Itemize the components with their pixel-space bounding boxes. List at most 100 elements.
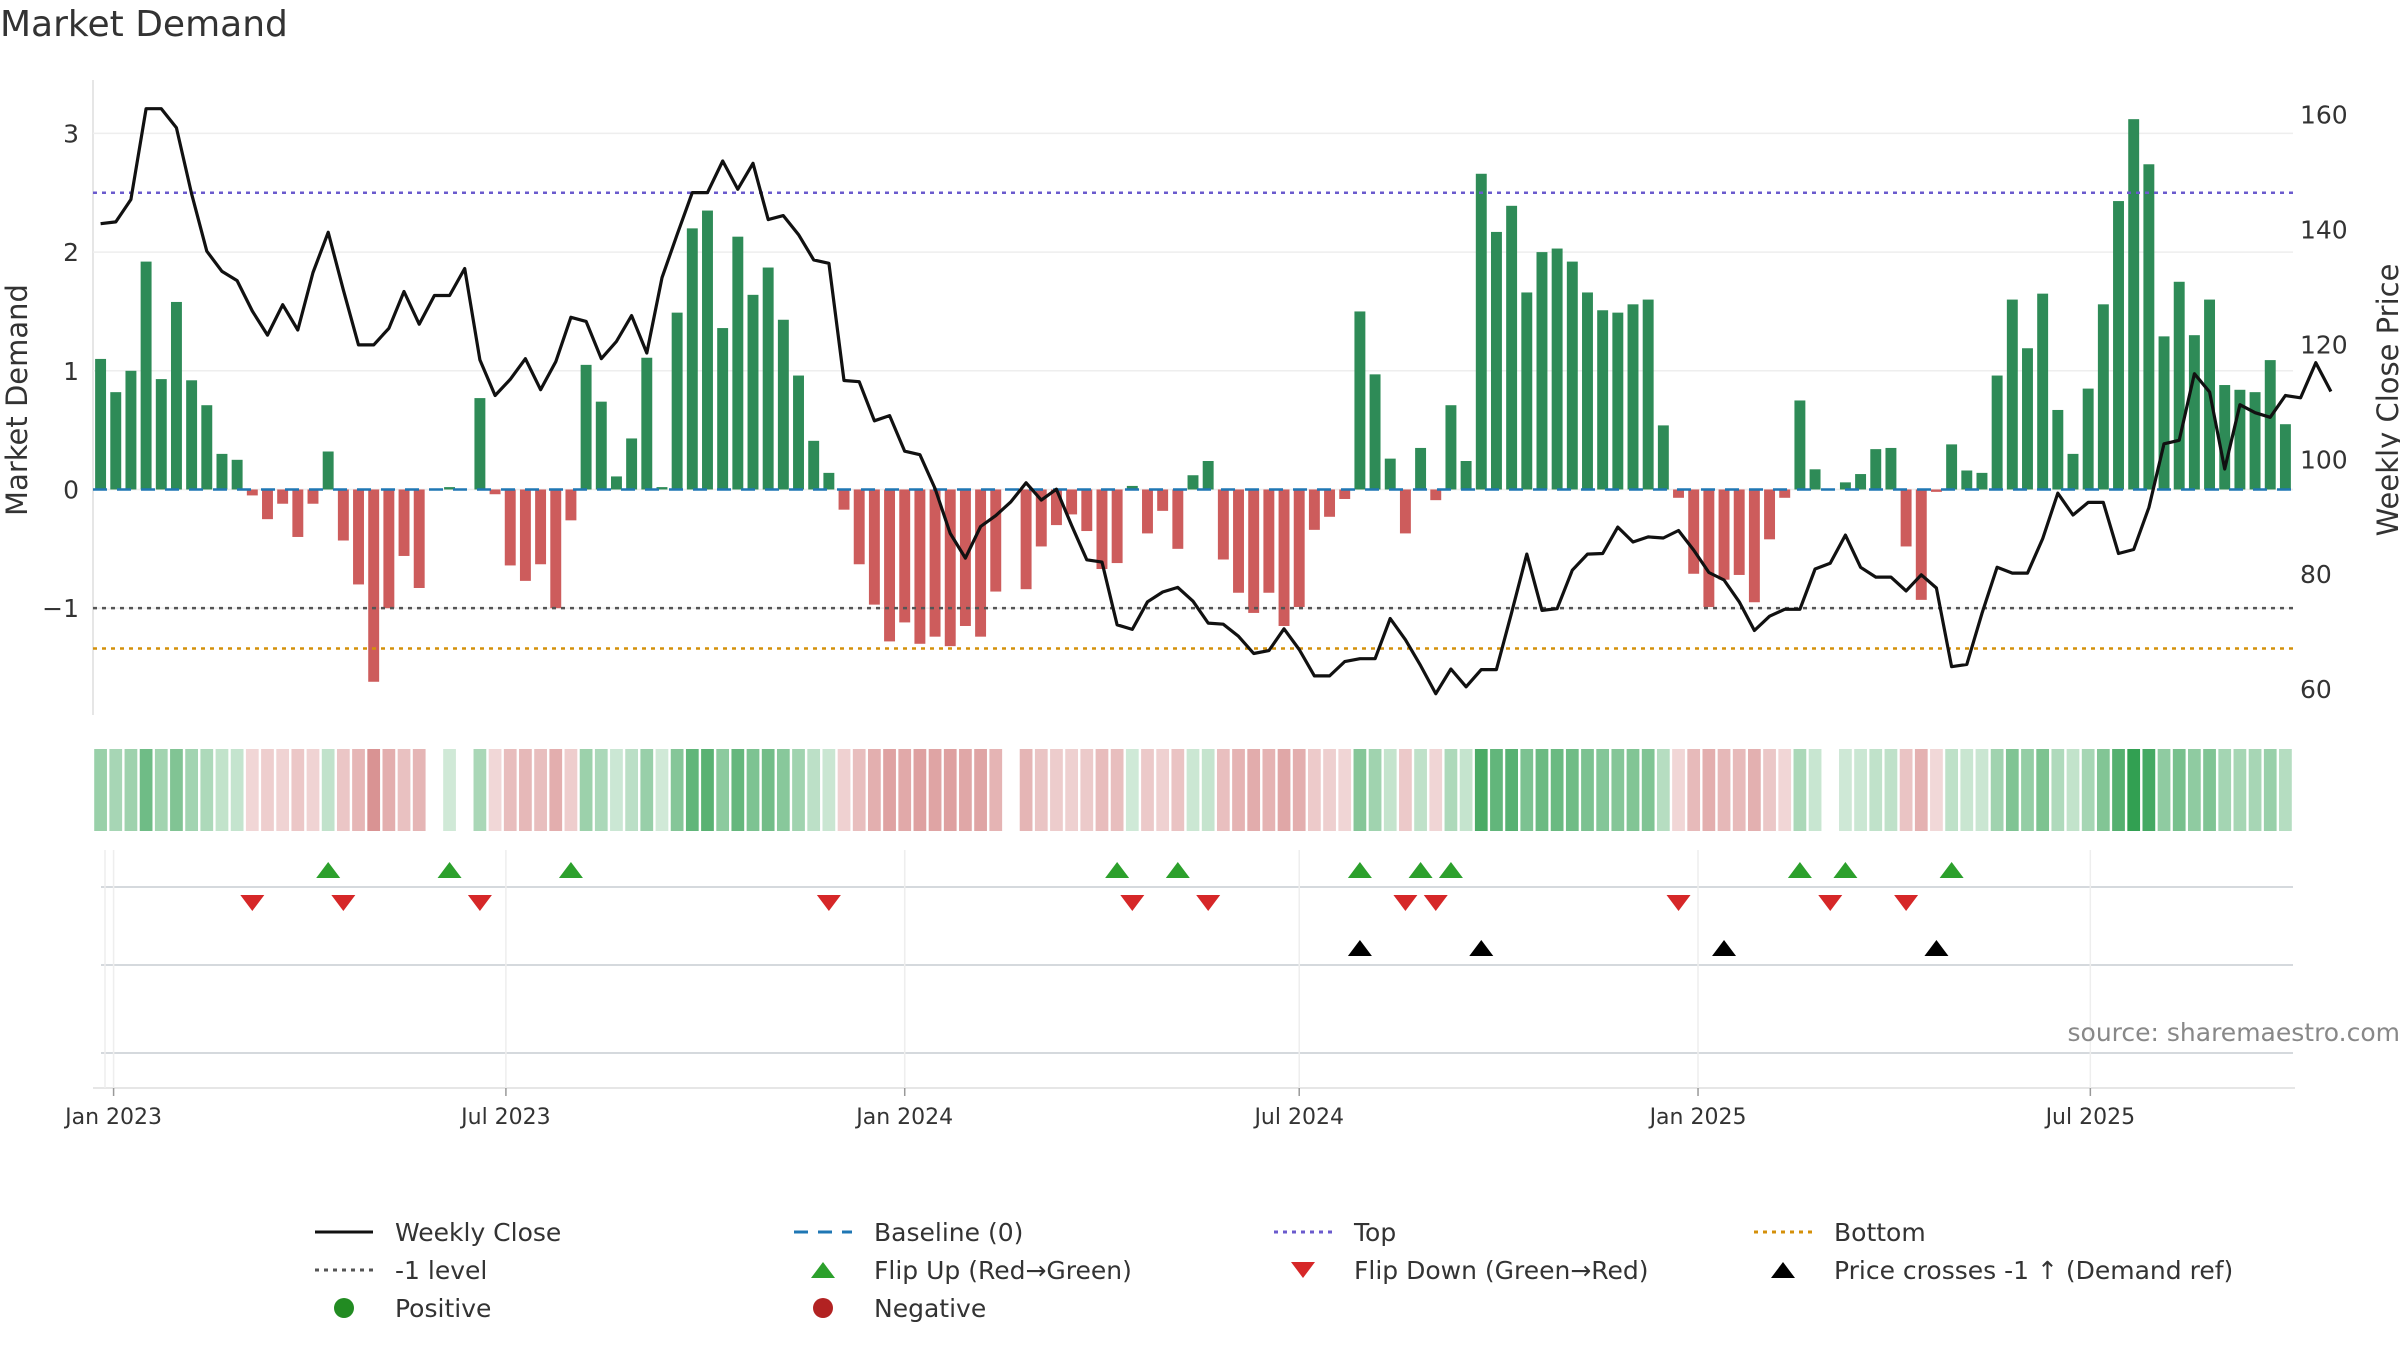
- heat-strip-cell: [1050, 749, 1063, 831]
- heat-strip-cell: [261, 749, 274, 831]
- heat-strip-cell: [109, 749, 123, 831]
- heat-strip-cell: [1672, 749, 1685, 831]
- legend-label: Price crosses -1 ↑ (Demand ref): [1834, 1255, 2234, 1285]
- flip-down-marker: [1666, 895, 1691, 911]
- heat-strip-cell: [215, 749, 229, 831]
- legend-symbol-dot: [334, 1298, 354, 1318]
- chart-legend: Weekly Close Baseline (0) Top Bottom -1 leve…: [0, 1215, 2400, 1325]
- negative-bar: [1233, 489, 1244, 593]
- heat-strip-cell: [503, 749, 517, 831]
- negative-bar: [990, 489, 1002, 592]
- positive-bar: [1642, 299, 1654, 490]
- y2-tick-label: 100: [2300, 445, 2348, 474]
- market-demand-chart: 3 2 1 0 −1 160 140 120 100 80 60 Market Demand Weekl…: [0, 80, 2400, 1130]
- positive-bar: [777, 319, 789, 490]
- heat-strip-cell: [94, 749, 107, 831]
- heat-strip-cell: [1626, 749, 1640, 831]
- heat-strip-cell: [291, 749, 305, 831]
- heat-strip-cell: [1353, 749, 1367, 831]
- heat-strip-cell: [776, 749, 790, 831]
- legend-symbol-dashed-line: [794, 1230, 852, 1234]
- positive-bar: [1551, 248, 1563, 490]
- heat-strip-cell: [2127, 749, 2141, 831]
- negative-bar: [383, 489, 395, 609]
- negative-bar: [1703, 489, 1715, 607]
- heat-strip-cell: [1945, 749, 1958, 831]
- heat-strip-cell: [746, 749, 760, 831]
- heat-strip-cell: [655, 749, 669, 831]
- cross-up-marker: [1924, 940, 1949, 956]
- positive-bar: [1961, 470, 1973, 490]
- heat-strip-cell: [1520, 749, 1534, 831]
- heat-strip-cell: [564, 749, 578, 831]
- positive-bar: [1627, 304, 1639, 490]
- y2-tick-label: 160: [2300, 100, 2348, 129]
- cross-up-marker: [1469, 940, 1494, 956]
- negative-bar: [944, 489, 956, 647]
- negative-bar: [1748, 489, 1760, 603]
- heat-strip-cell: [2021, 749, 2034, 831]
- heat-strip-cell: [2036, 749, 2050, 831]
- negative-bar: [413, 489, 425, 588]
- heat-strip-cell: [1277, 749, 1291, 831]
- positive-bar: [2113, 201, 2124, 490]
- positive-bar: [2082, 388, 2094, 490]
- positive-bar: [2219, 385, 2231, 490]
- positive-bar: [2097, 304, 2109, 490]
- x-tick-label: Jul 2024: [1252, 1105, 1344, 1130]
- negative-bar: [1673, 489, 1684, 498]
- positive-bar: [1946, 444, 1958, 490]
- heat-strip-cell: [336, 749, 350, 831]
- heat-strip-cell: [1732, 749, 1746, 831]
- heat-strip-cell: [1505, 749, 1518, 831]
- negative-bar: [1324, 489, 1336, 517]
- positive-bar: [595, 401, 607, 490]
- positive-bar: [2279, 424, 2291, 490]
- heat-strip-cell: [124, 749, 138, 831]
- heat-strip-cell: [397, 749, 411, 831]
- flip-down-marker: [1393, 895, 1418, 911]
- heat-strip-cell: [352, 749, 365, 831]
- heat-strip-cell: [2142, 749, 2156, 831]
- positive-bar: [1521, 292, 1533, 490]
- heat-strip-cell: [1080, 749, 1094, 831]
- heat-strip-cell: [1019, 749, 1033, 831]
- negative-bar: [535, 489, 547, 565]
- negative-bar: [1157, 489, 1169, 511]
- heat-strip-cell: [534, 749, 547, 831]
- x-tick-label: Jul 2025: [2044, 1105, 2136, 1130]
- heat-strip-cell: [549, 749, 563, 831]
- heat-strip-cell: [1839, 749, 1852, 831]
- chart-title: Market Demand: [0, 4, 288, 45]
- heat-strip-cell: [1899, 749, 1913, 831]
- positive-bar: [1126, 485, 1138, 490]
- positive-bar: [1202, 461, 1214, 490]
- positive-bar: [231, 459, 243, 490]
- positive-bar: [1506, 205, 1518, 490]
- legend-item-top: Top: [1272, 1215, 1396, 1249]
- positive-bar: [2188, 335, 2200, 490]
- positive-bar: [702, 210, 713, 490]
- positive-bar: [823, 472, 835, 490]
- positive-bar: [762, 267, 774, 490]
- heat-strip-cell: [1216, 749, 1230, 831]
- heat-strip-cell: [959, 749, 972, 831]
- heat-strip-cell: [2218, 749, 2232, 831]
- heat-strip-cell: [852, 749, 866, 831]
- heat-strip-cell: [2051, 749, 2065, 831]
- heat-strip-cell: [1550, 749, 1564, 831]
- heat-strip-cell: [154, 749, 168, 831]
- y2-tick-label: 60: [2300, 675, 2332, 704]
- heat-strip-cell: [488, 749, 502, 831]
- positive-bar: [1612, 312, 1624, 490]
- positive-bar: [656, 487, 668, 490]
- legend-item-close: Weekly Close: [313, 1215, 561, 1249]
- heat-strip-cell: [1034, 749, 1048, 831]
- heat-strip-cell: [822, 749, 836, 831]
- heat-strip-cell: [868, 749, 881, 831]
- positive-bar: [747, 294, 759, 490]
- negative-bar: [1035, 489, 1047, 547]
- heat-strip-cell: [1110, 749, 1124, 831]
- legend-item-bottom: Bottom: [1752, 1215, 1926, 1249]
- positive-bar: [1536, 252, 1548, 490]
